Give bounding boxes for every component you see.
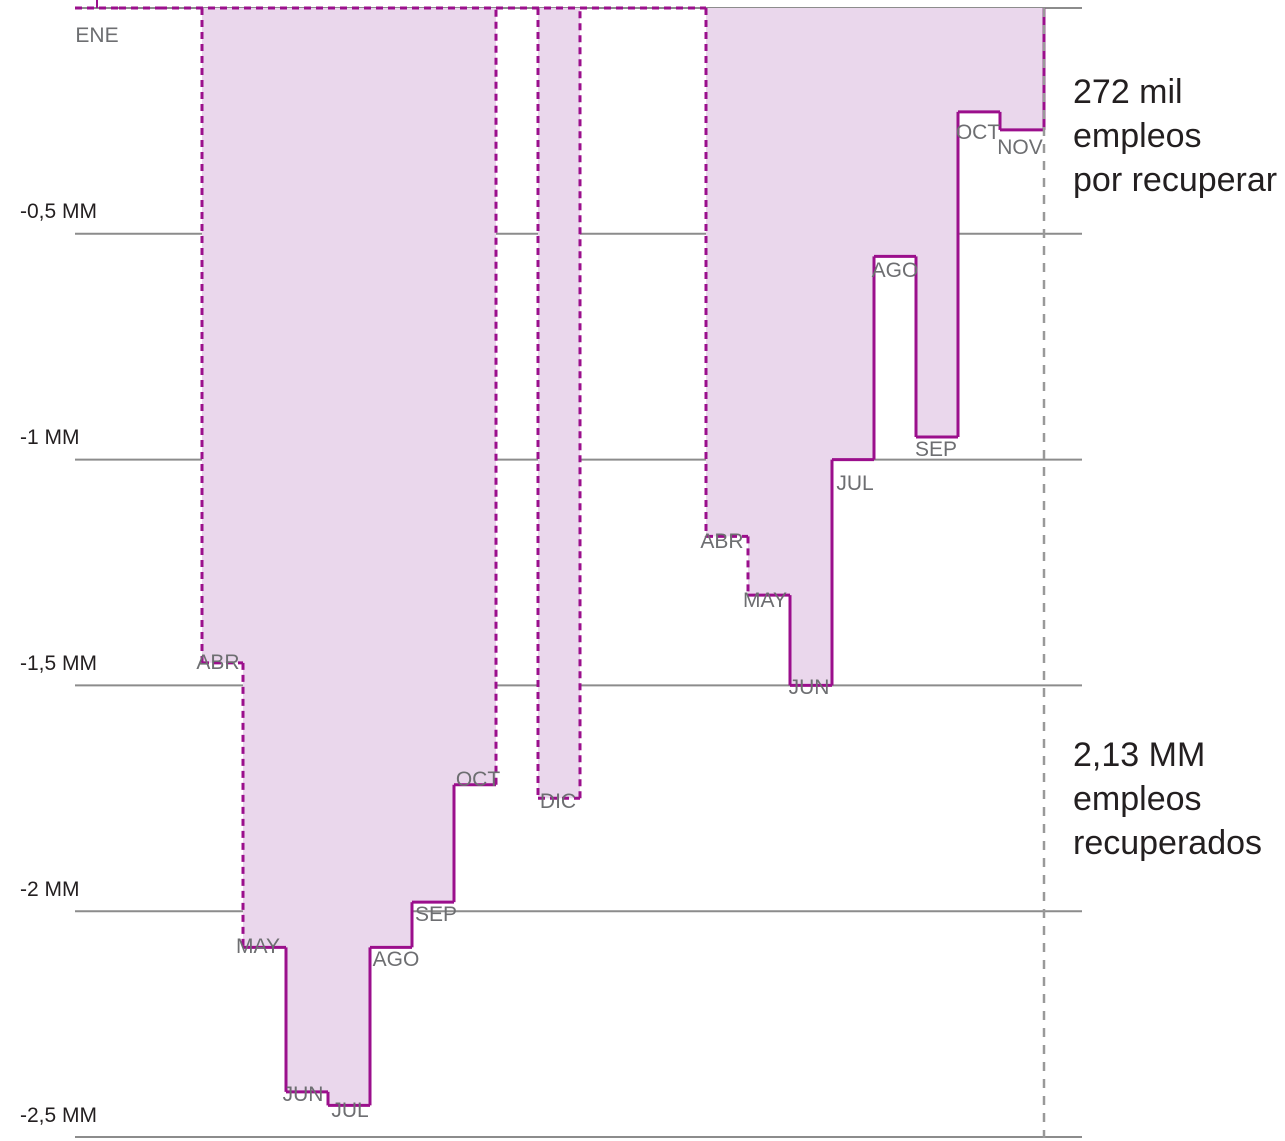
area-fill-step [874, 8, 916, 257]
month-label: MAY [236, 935, 280, 958]
ytick-labels: -0,5 MM -1 MM -1,5 MM -2 MM -2,5 MM [20, 200, 97, 1127]
ytick-label: -0,5 MM [20, 200, 97, 223]
month-label: MAY [743, 589, 787, 612]
month-label: JUN [789, 676, 830, 699]
month-label: ENE [75, 24, 118, 47]
ytick-label: -2 MM [20, 878, 80, 901]
annotation-line: 2,13 MM [1073, 736, 1205, 774]
area-fill-step [412, 8, 454, 903]
month-label: JUN [283, 1083, 324, 1106]
area-fill-step [454, 8, 496, 785]
month-label: OCT [956, 121, 1001, 144]
area-fill-step [243, 8, 286, 948]
area-fill-step [748, 8, 790, 596]
ytick-label: -2,5 MM [20, 1104, 97, 1127]
ytick-label: -1,5 MM [20, 652, 97, 675]
month-label: AGO [373, 948, 420, 971]
line-layer [75, 0, 1046, 1107]
annotation-recovered: 2,13 MM empleos recuperados [1073, 736, 1262, 862]
area-fill-step [202, 8, 243, 663]
label-layer: ENE ABR MAY JUN JUL AGO SEP OCT DIC ABR MAY JUN JUL A… [75, 24, 1042, 1122]
area-fill-step [832, 8, 874, 460]
month-label: SEP [915, 438, 957, 461]
annotation-line: recuperados [1073, 824, 1262, 862]
annotation-line: empleos [1073, 780, 1202, 818]
area-fill-step [286, 8, 328, 1092]
area-fill-step [706, 8, 748, 537]
month-label: NOV [997, 136, 1043, 159]
area-fill-step [790, 8, 832, 686]
month-label: SEP [415, 903, 457, 926]
annotation-pending: 272 mil empleos por recuperar [1073, 73, 1277, 199]
month-label: DIC [540, 790, 576, 813]
month-label: OCT [456, 768, 501, 791]
fill-layer [202, 8, 1044, 1106]
month-label: JUL [331, 1099, 368, 1122]
annotation-line: 272 mil [1073, 73, 1183, 111]
annotation-line: empleos [1073, 117, 1202, 155]
month-label: JUL [836, 472, 873, 495]
month-label: ABR [196, 651, 239, 674]
area-fill-step [370, 8, 412, 948]
month-label: ABR [700, 530, 743, 553]
area-fill-step [538, 8, 580, 799]
area-fill-step [916, 8, 958, 438]
month-label: AGO [872, 259, 919, 282]
ytick-label: -1 MM [20, 426, 80, 449]
area-fill-step [958, 8, 1000, 112]
annotation-line: por recuperar [1073, 161, 1277, 199]
area-fill-step [1000, 8, 1044, 130]
area-fill-step [328, 8, 370, 1106]
